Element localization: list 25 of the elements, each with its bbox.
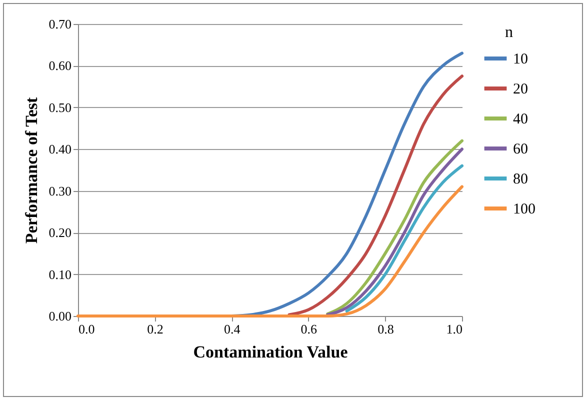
legend-label: 80 [513,172,528,188]
legend-label: 40 [513,112,528,128]
legend-label: 100 [513,202,536,218]
y-tick-label: 0.00 [48,308,72,324]
y-tick-label: 0.10 [48,266,72,282]
legend-label: 10 [513,52,528,68]
y-tick-label: 0.30 [48,183,72,198]
line-series [345,164,464,312]
x-tick-label: 0.4 [224,322,241,336]
y-axis-title: Performance of Test [22,96,41,244]
x-tick-label: 0.2 [147,322,164,336]
x-axis-title: Contamination Value [193,342,348,362]
legend-label: 20 [513,82,528,98]
y-tick-label: 0.70 [48,16,72,32]
y-tick-label: 0.40 [48,142,72,157]
x-tick-label: 1.0 [446,322,462,336]
y-tick-label: 0.20 [48,225,72,240]
line-series [288,74,464,316]
legend-label: 60 [513,142,528,158]
y-tick-label: 0.60 [48,58,72,74]
x-tick-label: 0.8 [378,322,394,336]
x-tick-label: 0.6 [300,322,318,336]
x-tick-label: 0.0 [78,322,95,336]
legend-title: n [505,24,513,41]
y-tick-label: 0.50 [48,100,72,115]
